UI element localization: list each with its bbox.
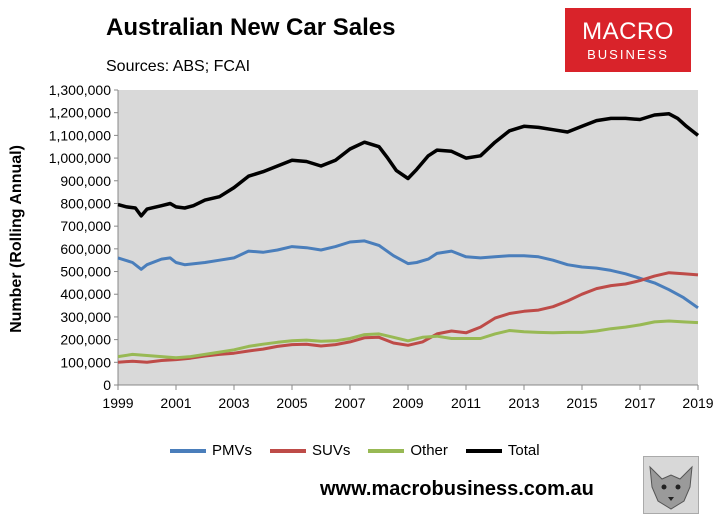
y-tick-label: 600,000 <box>60 241 111 257</box>
chart-subtitle: Sources: ABS; FCAI <box>106 58 251 75</box>
plot-area <box>118 90 698 385</box>
legend-swatch-pmvs <box>170 448 206 453</box>
y-tick-label: 300,000 <box>60 309 111 325</box>
series-line-total <box>117 112 700 218</box>
x-tick-label: 2005 <box>276 395 307 411</box>
y-tick-label: 0 <box>103 377 111 393</box>
y-tick-label: 1,200,000 <box>49 105 111 121</box>
legend-item-suvs: SUVs <box>270 442 350 459</box>
y-tick-label: 700,000 <box>60 218 111 234</box>
legend-label-total: Total <box>507 442 540 459</box>
y-tick-label: 200,000 <box>60 332 111 348</box>
y-tick-label: 1,300,000 <box>49 82 111 98</box>
y-tick-label: 800,000 <box>60 195 111 211</box>
logo-line-2: BUSINESS <box>587 47 669 62</box>
series-line-pmvs <box>117 239 699 310</box>
legend-label-suvs: SUVs <box>312 442 351 459</box>
y-tick-label: 100,000 <box>60 354 111 370</box>
legend-swatch-other <box>368 448 405 453</box>
wolf-mascot-image <box>643 456 699 514</box>
legend-item-total: Total <box>465 442 540 459</box>
x-tick-label: 1999 <box>102 395 133 411</box>
y-tick-label: 400,000 <box>60 286 111 302</box>
legend-item-pmvs: PMVs <box>170 442 252 459</box>
series-line-suvs <box>117 271 699 364</box>
wolf-icon <box>649 465 693 510</box>
y-tick-label: 500,000 <box>60 264 111 280</box>
legend-label-pmvs: PMVs <box>212 442 253 459</box>
legend: PMVs SUVs Other Total <box>170 442 540 459</box>
y-tick-label: 900,000 <box>60 173 111 189</box>
x-tick-label: 2013 <box>508 395 539 411</box>
macrobusiness-logo: MACRO BUSINESS <box>565 8 691 72</box>
legend-item-other: Other <box>368 442 448 459</box>
y-tick-label: 1,000,000 <box>49 150 111 166</box>
legend-swatch-total <box>465 448 502 453</box>
x-tick-label: 2009 <box>392 395 423 411</box>
logo-line-1: MACRO <box>582 18 674 45</box>
series-line-other <box>117 319 699 360</box>
x-tick-label: 2019 <box>682 395 713 411</box>
x-tick-label: 2015 <box>566 395 597 411</box>
legend-label-other: Other <box>410 442 448 459</box>
y-tick-label: 1,100,000 <box>49 127 111 143</box>
footer-url: www.macrobusiness.com.au <box>320 478 594 500</box>
legend-swatch-suvs <box>270 448 307 453</box>
x-tick-label: 2003 <box>218 395 249 411</box>
x-tick-label: 2017 <box>624 395 655 411</box>
x-tick-label: 2011 <box>451 395 481 411</box>
x-tick-label: 2007 <box>334 395 365 411</box>
x-tick-label: 2001 <box>160 395 191 411</box>
chart-title: Australian New Car Sales <box>106 14 396 41</box>
